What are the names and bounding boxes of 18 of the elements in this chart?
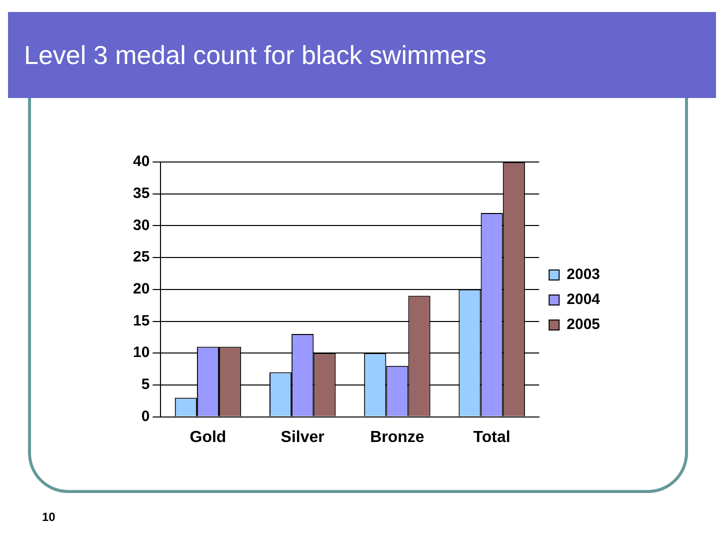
y-tick-label: 40 (132, 153, 150, 170)
y-tick-label: 30 (132, 216, 150, 234)
y-tick-label: 35 (132, 184, 150, 202)
x-tick-label: Total (473, 428, 510, 446)
x-tick-label: Silver (280, 428, 324, 446)
y-tick-label: 15 (132, 312, 150, 330)
y-tick-label: 10 (132, 344, 150, 362)
y-tick-label: 0 (141, 408, 150, 425)
legend-label: 2003 (566, 266, 600, 284)
chart-title: Level 3 medal count for black swimmers (24, 40, 486, 71)
legend-label: 2005 (566, 316, 600, 334)
x-tick-label: Gold (190, 428, 226, 446)
legend-label: 2004 (566, 291, 601, 308)
y-tick-label: 5 (141, 376, 150, 394)
x-tick-label: Bronze (370, 428, 424, 446)
text: 10 (42, 510, 56, 524)
y-tick-label: 20 (132, 280, 150, 298)
y-tick-label: 25 (132, 248, 150, 266)
